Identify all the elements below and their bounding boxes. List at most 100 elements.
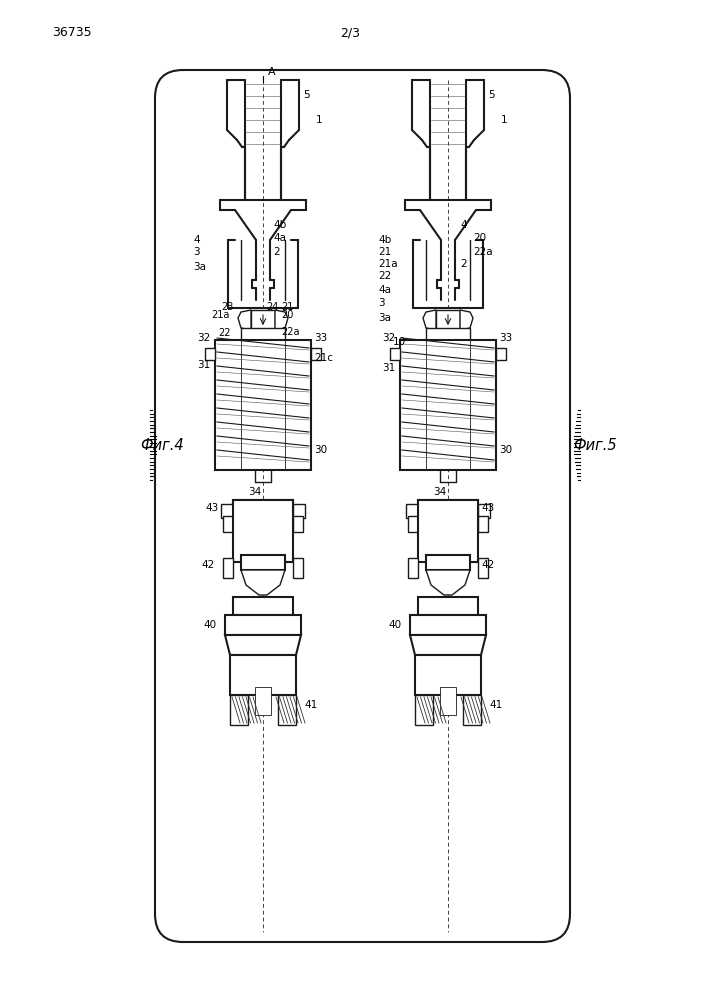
- Bar: [223, 516, 233, 532]
- Text: 21a: 21a: [378, 259, 397, 269]
- Bar: [496, 348, 506, 360]
- Bar: [400, 340, 496, 470]
- Text: 42: 42: [201, 560, 214, 570]
- Polygon shape: [410, 635, 486, 655]
- Text: 20: 20: [281, 310, 293, 320]
- Text: 24: 24: [266, 302, 279, 312]
- Text: 32: 32: [382, 333, 395, 343]
- Bar: [418, 500, 478, 520]
- Bar: [293, 516, 303, 532]
- Polygon shape: [241, 570, 285, 595]
- Bar: [225, 615, 301, 635]
- Text: 30: 30: [499, 445, 512, 455]
- Bar: [390, 348, 400, 360]
- Bar: [478, 516, 488, 532]
- Bar: [408, 558, 418, 578]
- Bar: [418, 500, 478, 562]
- Text: Фиг.5: Фиг.5: [573, 438, 617, 452]
- Bar: [241, 555, 285, 570]
- Text: 32: 32: [197, 333, 210, 343]
- Text: 33: 33: [314, 333, 327, 343]
- Text: 5: 5: [303, 90, 310, 100]
- Text: 1: 1: [501, 115, 508, 125]
- Bar: [436, 310, 460, 330]
- Text: 4b: 4b: [378, 235, 391, 245]
- Text: 34: 34: [248, 487, 262, 497]
- Text: 41: 41: [489, 700, 502, 710]
- Polygon shape: [426, 570, 470, 595]
- Bar: [215, 340, 311, 470]
- Bar: [426, 555, 470, 570]
- Text: 21: 21: [281, 302, 293, 312]
- Bar: [233, 597, 293, 615]
- Text: 40: 40: [203, 620, 216, 630]
- Text: 31: 31: [382, 363, 395, 373]
- Text: Фиг.4: Фиг.4: [140, 438, 184, 452]
- Bar: [230, 695, 248, 725]
- Text: 33: 33: [499, 333, 513, 343]
- Text: 4b: 4b: [273, 220, 286, 230]
- Text: 22a: 22a: [473, 247, 493, 257]
- Bar: [311, 348, 321, 360]
- Bar: [233, 500, 293, 562]
- Polygon shape: [238, 310, 251, 330]
- Text: 4: 4: [193, 235, 199, 245]
- Polygon shape: [275, 310, 288, 330]
- Text: 40: 40: [388, 620, 401, 630]
- Bar: [478, 558, 488, 578]
- Text: 41: 41: [304, 700, 317, 710]
- Bar: [478, 504, 490, 518]
- Bar: [223, 558, 233, 578]
- Text: 22: 22: [218, 328, 230, 338]
- Bar: [418, 597, 478, 615]
- Polygon shape: [460, 310, 473, 330]
- Text: 2: 2: [460, 259, 467, 269]
- Bar: [205, 348, 215, 360]
- Bar: [293, 504, 305, 518]
- Text: 23: 23: [221, 302, 233, 312]
- Polygon shape: [423, 310, 436, 330]
- Text: 3: 3: [193, 247, 199, 257]
- Text: 4: 4: [460, 220, 467, 230]
- Text: 2: 2: [273, 247, 280, 257]
- Bar: [408, 516, 418, 532]
- Text: 10: 10: [393, 337, 406, 347]
- Text: 3a: 3a: [378, 313, 391, 323]
- Polygon shape: [225, 635, 301, 655]
- Text: 21a: 21a: [211, 310, 229, 320]
- Text: 20: 20: [473, 233, 486, 243]
- Bar: [293, 558, 303, 578]
- Text: 42: 42: [481, 560, 494, 570]
- Bar: [415, 655, 481, 695]
- Bar: [241, 328, 285, 340]
- Bar: [415, 695, 433, 725]
- Bar: [406, 504, 418, 518]
- Text: 43: 43: [205, 503, 218, 513]
- Bar: [278, 695, 296, 725]
- Bar: [221, 504, 233, 518]
- Text: 1: 1: [316, 115, 322, 125]
- Text: 22: 22: [378, 271, 391, 281]
- Text: 22a: 22a: [281, 327, 300, 337]
- Bar: [233, 500, 293, 520]
- Text: 21c: 21c: [314, 353, 333, 363]
- Bar: [230, 655, 296, 695]
- Bar: [410, 615, 486, 635]
- Text: 30: 30: [314, 445, 327, 455]
- Bar: [440, 687, 456, 715]
- Text: 2/3: 2/3: [340, 26, 360, 39]
- Text: 21: 21: [378, 247, 391, 257]
- Text: A: A: [268, 67, 276, 77]
- Text: 3: 3: [378, 298, 385, 308]
- Bar: [255, 687, 271, 715]
- Bar: [426, 328, 470, 340]
- Text: 5: 5: [488, 90, 495, 100]
- Text: 34: 34: [433, 487, 447, 497]
- Bar: [251, 310, 275, 330]
- Text: 36735: 36735: [52, 26, 92, 39]
- Text: 4a: 4a: [378, 285, 391, 295]
- Text: 4a: 4a: [273, 233, 286, 243]
- Text: 31: 31: [197, 360, 210, 370]
- Bar: [463, 695, 481, 725]
- Text: 3a: 3a: [193, 262, 206, 272]
